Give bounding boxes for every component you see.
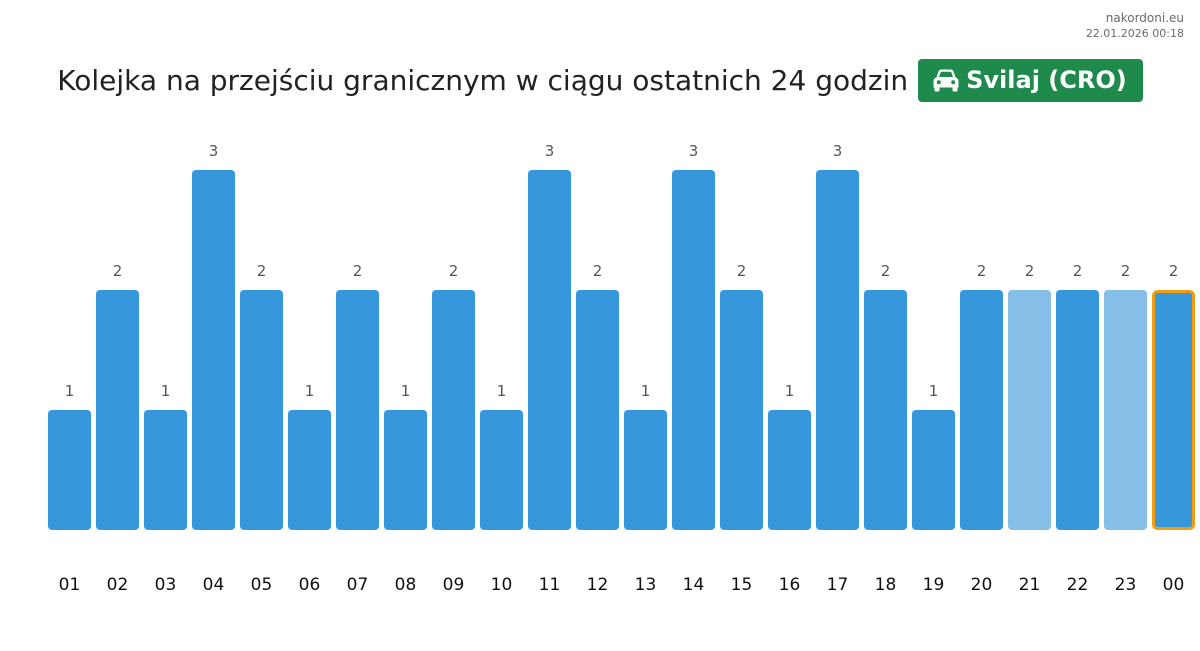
- car-icon: [933, 69, 959, 92]
- data-label-06: 1: [305, 382, 315, 400]
- bar-12: [576, 290, 619, 530]
- source-site: nakordoni.eu: [1105, 11, 1184, 25]
- page-title: Kolejka na przejściu granicznym w ciągu …: [57, 63, 909, 97]
- bar-17: [816, 170, 859, 530]
- tick-label-09: 09: [443, 575, 465, 595]
- bar-23: [1104, 290, 1147, 530]
- tick-label-04: 04: [203, 575, 225, 595]
- bar-19: [912, 410, 955, 530]
- data-label-17: 3: [833, 142, 843, 160]
- data-label-05: 2: [257, 262, 267, 280]
- data-label-01: 1: [65, 382, 75, 400]
- data-label-08: 1: [401, 382, 411, 400]
- data-label-07: 2: [353, 262, 363, 280]
- bar-14: [672, 170, 715, 530]
- data-label-10: 1: [497, 382, 507, 400]
- data-label-19: 1: [929, 382, 939, 400]
- tick-label-22: 22: [1067, 575, 1089, 595]
- data-label-23: 2: [1121, 262, 1131, 280]
- tick-label-10: 10: [491, 575, 513, 595]
- tick-label-20: 20: [971, 575, 993, 595]
- data-label-22: 2: [1073, 262, 1083, 280]
- data-label-13: 1: [641, 382, 651, 400]
- bar-13: [624, 410, 667, 530]
- border-crossing-badge: Svilaj (CRO): [918, 58, 1143, 102]
- bar-11: [528, 170, 571, 530]
- bar-10: [480, 410, 523, 530]
- tick-label-11: 11: [539, 575, 561, 595]
- bar-21: [1008, 290, 1051, 530]
- data-label-16: 1: [785, 382, 795, 400]
- bar-09: [432, 290, 475, 530]
- data-label-15: 2: [737, 262, 747, 280]
- bar-02: [96, 290, 139, 530]
- data-label-21: 2: [1025, 262, 1035, 280]
- data-label-04: 3: [209, 142, 219, 160]
- bar-06: [288, 410, 331, 530]
- bar-01: [48, 410, 91, 530]
- tick-label-19: 19: [923, 575, 945, 595]
- bar-04: [192, 170, 235, 530]
- source-timestamp: 22.01.2026 00:18: [1085, 27, 1184, 40]
- bar-05: [240, 290, 283, 530]
- tick-label-12: 12: [587, 575, 609, 595]
- data-label-20: 2: [977, 262, 987, 280]
- tick-label-07: 07: [347, 575, 369, 595]
- data-label-02: 2: [113, 262, 123, 280]
- tick-label-21: 21: [1019, 575, 1041, 595]
- source-info: nakordoni.eu 22.01.2026 00:18: [1086, 10, 1184, 42]
- tick-label-15: 15: [731, 575, 753, 595]
- bar-00: [1152, 290, 1195, 530]
- title-row: Kolejka na przejściu granicznym w ciągu …: [0, 58, 1200, 102]
- bar-07: [336, 290, 379, 530]
- tick-label-23: 23: [1115, 575, 1137, 595]
- bar-16: [768, 410, 811, 530]
- data-label-03: 1: [161, 382, 171, 400]
- tick-label-14: 14: [683, 575, 705, 595]
- data-label-11: 3: [545, 142, 555, 160]
- bar-22: [1056, 290, 1099, 530]
- tick-label-08: 08: [395, 575, 417, 595]
- badge-label: Svilaj (CRO): [966, 66, 1127, 94]
- bar-03: [144, 410, 187, 530]
- tick-label-05: 05: [251, 575, 273, 595]
- tick-label-16: 16: [779, 575, 801, 595]
- tick-label-17: 17: [827, 575, 849, 595]
- bar-15: [720, 290, 763, 530]
- tick-label-02: 02: [107, 575, 129, 595]
- tick-label-01: 01: [59, 575, 81, 595]
- bar-18: [864, 290, 907, 530]
- bar-20: [960, 290, 1003, 530]
- data-label-09: 2: [449, 262, 459, 280]
- bar-08: [384, 410, 427, 530]
- tick-label-03: 03: [155, 575, 177, 595]
- data-label-18: 2: [881, 262, 891, 280]
- tick-label-00: 00: [1163, 575, 1185, 595]
- tick-label-06: 06: [299, 575, 321, 595]
- data-label-12: 2: [593, 262, 603, 280]
- tick-label-18: 18: [875, 575, 897, 595]
- data-label-00: 2: [1169, 262, 1179, 280]
- tick-label-13: 13: [635, 575, 657, 595]
- data-label-14: 3: [689, 142, 699, 160]
